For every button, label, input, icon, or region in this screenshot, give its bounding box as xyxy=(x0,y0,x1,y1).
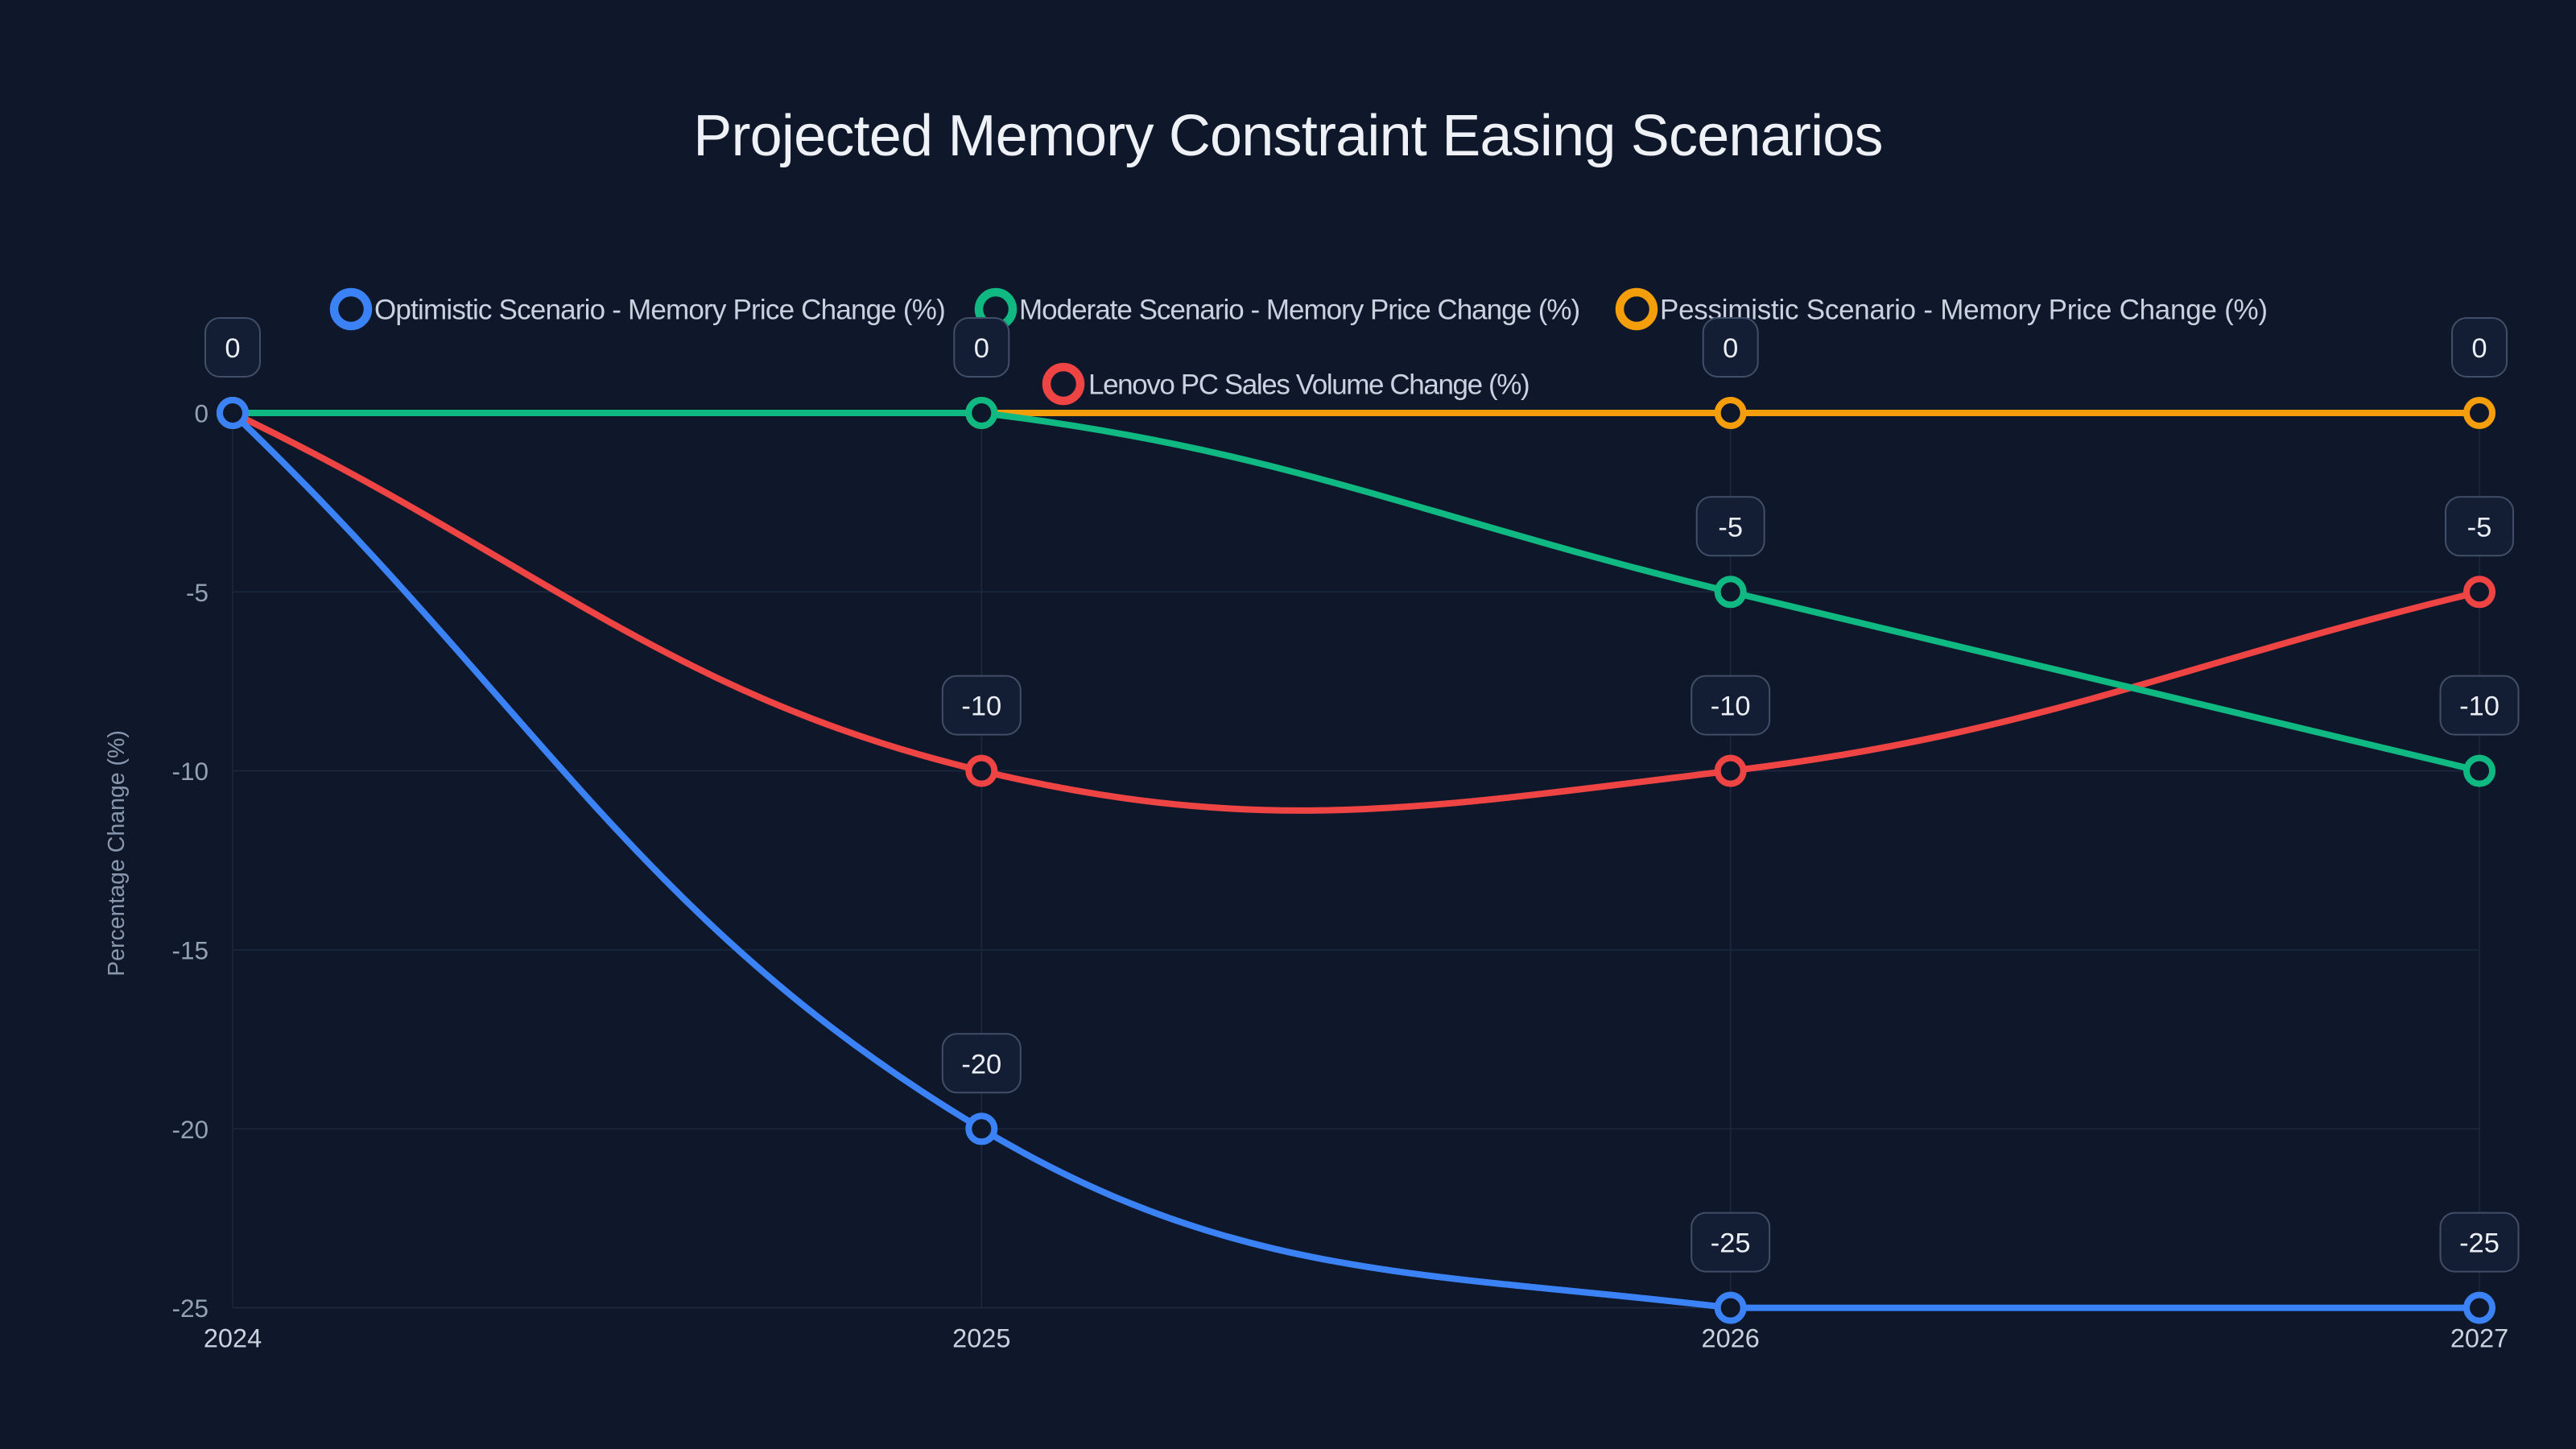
svg-text:0: 0 xyxy=(1723,333,1738,364)
svg-text:-5: -5 xyxy=(2467,512,2492,543)
svg-text:Lenovo PC Sales Volume Change: Lenovo PC Sales Volume Change (%) xyxy=(1088,369,1529,401)
svg-text:-15: -15 xyxy=(171,936,208,965)
svg-text:Optimistic Scenario - Memory P: Optimistic Scenario - Memory Price Chang… xyxy=(374,295,945,326)
svg-text:Moderate Scenario - Memory Pri: Moderate Scenario - Memory Price Change … xyxy=(1019,295,1579,326)
svg-text:-20: -20 xyxy=(961,1049,1001,1080)
svg-text:0: 0 xyxy=(194,399,208,428)
svg-text:Projected Memory Constraint Ea: Projected Memory Constraint Easing Scena… xyxy=(693,104,1882,168)
svg-text:-5: -5 xyxy=(1718,512,1743,543)
svg-text:0: 0 xyxy=(2471,333,2487,364)
svg-text:2024: 2024 xyxy=(204,1324,262,1353)
svg-text:-25: -25 xyxy=(2459,1228,2500,1259)
svg-text:Percentage Change (%): Percentage Change (%) xyxy=(104,730,130,976)
svg-text:0: 0 xyxy=(974,333,989,364)
svg-text:-5: -5 xyxy=(186,578,208,607)
svg-text:-10: -10 xyxy=(1711,691,1751,722)
svg-text:-20: -20 xyxy=(171,1115,208,1144)
svg-text:0: 0 xyxy=(225,333,240,364)
svg-text:2026: 2026 xyxy=(1702,1324,1760,1353)
svg-text:2027: 2027 xyxy=(2450,1324,2508,1353)
svg-text:Pessimistic Scenario - Memory: Pessimistic Scenario - Memory Price Chan… xyxy=(1660,295,2268,326)
svg-text:-25: -25 xyxy=(1711,1228,1751,1259)
svg-text:-10: -10 xyxy=(961,691,1001,722)
svg-text:-10: -10 xyxy=(2459,691,2500,722)
svg-text:2025: 2025 xyxy=(952,1324,1010,1353)
svg-text:-10: -10 xyxy=(171,757,208,786)
svg-text:-25: -25 xyxy=(171,1294,208,1323)
